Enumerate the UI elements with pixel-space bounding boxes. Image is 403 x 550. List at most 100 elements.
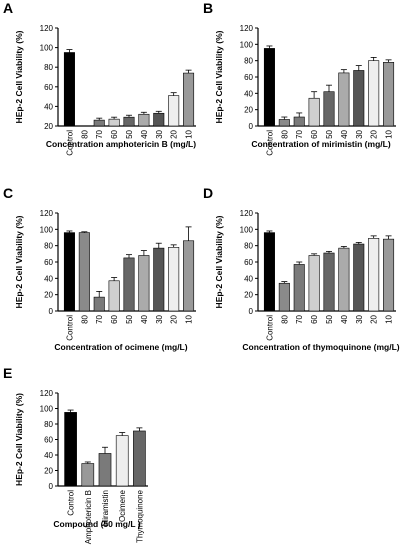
error-bar bbox=[340, 69, 347, 73]
x-axis-label: Concentration of mirimistin (mg/L) bbox=[251, 139, 390, 149]
y-tick-label: 60 bbox=[244, 73, 253, 82]
bar bbox=[63, 232, 75, 312]
bar bbox=[308, 97, 320, 127]
bar bbox=[278, 282, 290, 312]
error-bar bbox=[326, 84, 332, 92]
y-tick-label: 120 bbox=[240, 24, 254, 33]
x-tick-label: 10 bbox=[385, 314, 394, 323]
y-tick-label: 60 bbox=[44, 83, 53, 92]
y-tick-label: 80 bbox=[244, 242, 253, 251]
bar bbox=[338, 72, 350, 127]
x-tick-label: Control bbox=[65, 315, 74, 341]
error-bar bbox=[266, 45, 273, 49]
y-tick-label: 60 bbox=[244, 258, 253, 267]
bar bbox=[108, 118, 120, 127]
y-tick-label: 80 bbox=[44, 242, 53, 251]
y-tick-label: 20 bbox=[244, 106, 253, 115]
y-axis-label: HEp-2 Cell Viability (%) bbox=[14, 393, 24, 486]
error-bar bbox=[185, 226, 192, 241]
x-tick-label: 20 bbox=[370, 314, 379, 323]
x-tick-label: 40 bbox=[140, 129, 149, 138]
y-axis-label: HEp-2 Cell Viability (%) bbox=[214, 30, 224, 123]
error-bar bbox=[155, 242, 162, 249]
bar bbox=[138, 255, 150, 312]
y-tick-label: 20 bbox=[44, 122, 53, 131]
y-tick-label: 20 bbox=[44, 467, 53, 476]
error-bar bbox=[102, 446, 108, 454]
y-axis-label: HEp-2 Cell Viability (%) bbox=[214, 215, 224, 308]
x-tick-label: 10 bbox=[185, 314, 194, 323]
bar bbox=[63, 52, 75, 127]
x-tick-label: 50 bbox=[125, 129, 134, 138]
error-bar bbox=[136, 427, 143, 431]
x-tick-label: 80 bbox=[80, 314, 89, 323]
error-bar bbox=[311, 253, 318, 256]
bar bbox=[64, 412, 77, 487]
error-bar bbox=[296, 112, 303, 118]
bar bbox=[123, 116, 135, 127]
x-axis-label: Concentration of ocimene (mg/L) bbox=[54, 342, 187, 352]
bar bbox=[383, 238, 395, 312]
panel-letter: E bbox=[3, 365, 12, 381]
bar bbox=[123, 257, 135, 312]
y-tick-label: 120 bbox=[40, 209, 54, 218]
x-tick-label: 50 bbox=[325, 129, 334, 138]
y-tick-label: 120 bbox=[240, 209, 254, 218]
bar bbox=[153, 247, 165, 312]
x-tick-label: 20 bbox=[170, 129, 179, 138]
y-tick-label: 20 bbox=[244, 291, 253, 300]
x-tick-label: Ocimene bbox=[118, 489, 127, 522]
x-tick-label: 60 bbox=[310, 129, 319, 138]
error-bar bbox=[340, 246, 347, 249]
bar bbox=[338, 247, 350, 312]
error-bar bbox=[66, 230, 73, 233]
error-bar bbox=[185, 69, 192, 74]
error-bar bbox=[370, 57, 377, 61]
y-tick-label: 100 bbox=[40, 405, 54, 414]
x-tick-label: 30 bbox=[155, 129, 164, 138]
error-bar bbox=[126, 254, 132, 258]
x-tick-label: 20 bbox=[370, 129, 379, 138]
x-tick-label: 40 bbox=[340, 314, 349, 323]
bar bbox=[81, 463, 95, 487]
error-bar bbox=[355, 65, 362, 71]
bar bbox=[368, 238, 380, 312]
x-tick-label: 40 bbox=[140, 314, 149, 323]
x-tick-label: 30 bbox=[355, 314, 364, 323]
y-tick-label: 120 bbox=[40, 24, 54, 33]
y-tick-label: 40 bbox=[244, 274, 253, 283]
bar bbox=[78, 232, 90, 312]
x-tick-label: 60 bbox=[110, 129, 119, 138]
bar bbox=[93, 119, 105, 127]
x-tick-label: 30 bbox=[355, 129, 364, 138]
x-tick-label: 80 bbox=[80, 129, 89, 138]
bar bbox=[353, 70, 365, 127]
x-tick-label: 70 bbox=[295, 314, 304, 323]
panel-letter: A bbox=[3, 0, 13, 16]
bar bbox=[293, 116, 305, 127]
y-tick-label: 0 bbox=[249, 122, 254, 131]
error-bar bbox=[140, 250, 147, 256]
bar bbox=[308, 255, 320, 312]
bar bbox=[263, 232, 275, 312]
y-tick-label: 40 bbox=[44, 102, 53, 111]
error-bar bbox=[311, 91, 318, 99]
bar bbox=[383, 61, 395, 127]
error-bar bbox=[385, 59, 392, 63]
x-tick-label: Miramistin bbox=[101, 490, 110, 526]
error-bar bbox=[96, 290, 103, 298]
x-axis-label: Compound (50 mg/L ) bbox=[53, 519, 140, 529]
error-bar bbox=[126, 114, 132, 118]
error-bar bbox=[370, 235, 377, 239]
y-tick-label: 0 bbox=[49, 307, 54, 316]
bar bbox=[183, 240, 195, 312]
y-tick-label: 100 bbox=[240, 225, 254, 234]
bar bbox=[98, 453, 112, 487]
y-tick-label: 80 bbox=[244, 57, 253, 66]
y-tick-label: 60 bbox=[44, 436, 53, 445]
error-bar bbox=[355, 241, 362, 245]
y-tick-label: 80 bbox=[44, 420, 53, 429]
error-bar bbox=[296, 261, 303, 265]
x-tick-label: 80 bbox=[280, 314, 289, 323]
